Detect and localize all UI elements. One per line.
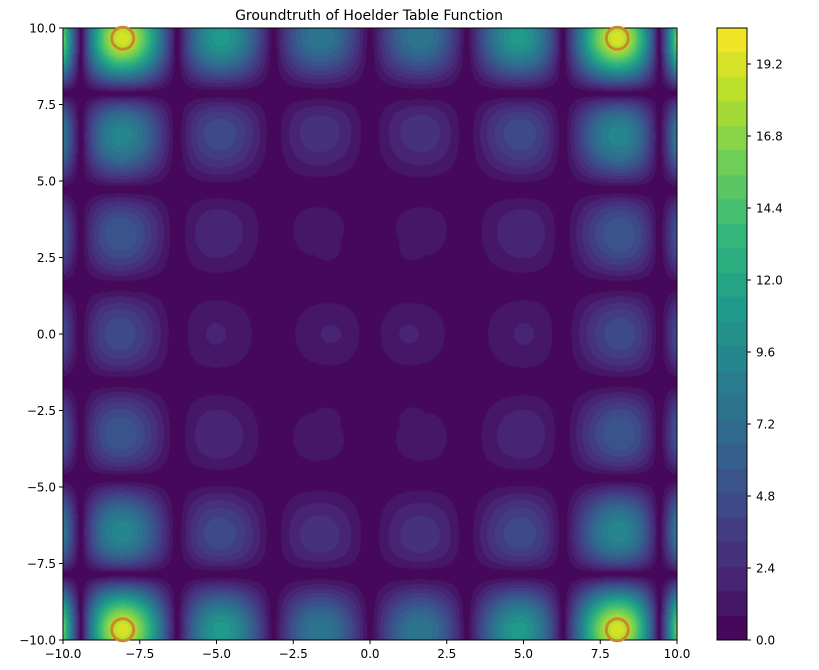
y-tick-label: −7.5 xyxy=(27,557,56,571)
x-tick-label: 0.0 xyxy=(360,647,379,661)
colorbar-tick-label: 12.0 xyxy=(756,274,783,288)
y-tick-label: 7.5 xyxy=(37,98,56,112)
heatmap-image xyxy=(63,28,677,640)
x-tick-label: −7.5 xyxy=(125,647,154,661)
peak-marker xyxy=(110,25,136,51)
colorbar-tick-label: 9.6 xyxy=(756,346,775,360)
x-tick-label: 10.0 xyxy=(664,647,691,661)
peak-marker xyxy=(110,617,136,643)
colorbar-tick-label: 0.0 xyxy=(756,634,775,648)
y-tick-label: −2.5 xyxy=(27,404,56,418)
x-tick-label: −2.5 xyxy=(279,647,308,661)
colorbar-image xyxy=(717,28,747,640)
y-axis: −10.0 −7.5 −5.0 −2.5 0.0 2.5 5.0 7.5 10.0 xyxy=(19,22,63,648)
colorbar-tick-label: 16.8 xyxy=(756,130,783,144)
colorbar-tick-label: 7.2 xyxy=(756,418,775,432)
peak-marks xyxy=(110,25,630,643)
x-tick-label: 2.5 xyxy=(437,647,456,661)
colorbar-frame xyxy=(716,27,748,641)
colorbar-tick-label: 4.8 xyxy=(756,490,775,504)
x-tick-label: −5.0 xyxy=(202,647,231,661)
colorbar: 0.0 2.4 4.8 7.2 9.6 12.0 14.4 16.8 19.2 xyxy=(716,27,783,648)
colorbar-tick-label: 2.4 xyxy=(756,562,775,576)
peak-marker xyxy=(604,617,630,643)
plot-area xyxy=(62,27,678,641)
y-tick-label: 2.5 xyxy=(37,251,56,265)
x-tick-label: −10.0 xyxy=(45,647,82,661)
y-tick-label: 5.0 xyxy=(37,175,56,189)
x-axis: −10.0 −7.5 −5.0 −2.5 0.0 2.5 5.0 7.5 10.0 xyxy=(45,640,691,661)
colorbar-tick-label: 19.2 xyxy=(756,58,783,72)
peak-marker xyxy=(604,25,630,51)
x-tick-label: 5.0 xyxy=(514,647,533,661)
y-tick-label: 10.0 xyxy=(29,22,56,36)
y-tick-label: −10.0 xyxy=(19,634,56,648)
colorbar-ticks: 0.0 2.4 4.8 7.2 9.6 12.0 14.4 16.8 19.2 xyxy=(747,58,783,648)
chart-title: Groundtruth of Hoelder Table Function xyxy=(235,8,503,24)
y-tick-label: −5.0 xyxy=(27,481,56,495)
y-tick-label: 0.0 xyxy=(37,328,56,342)
x-tick-label: 7.5 xyxy=(591,647,610,661)
colorbar-tick-label: 14.4 xyxy=(756,202,783,216)
